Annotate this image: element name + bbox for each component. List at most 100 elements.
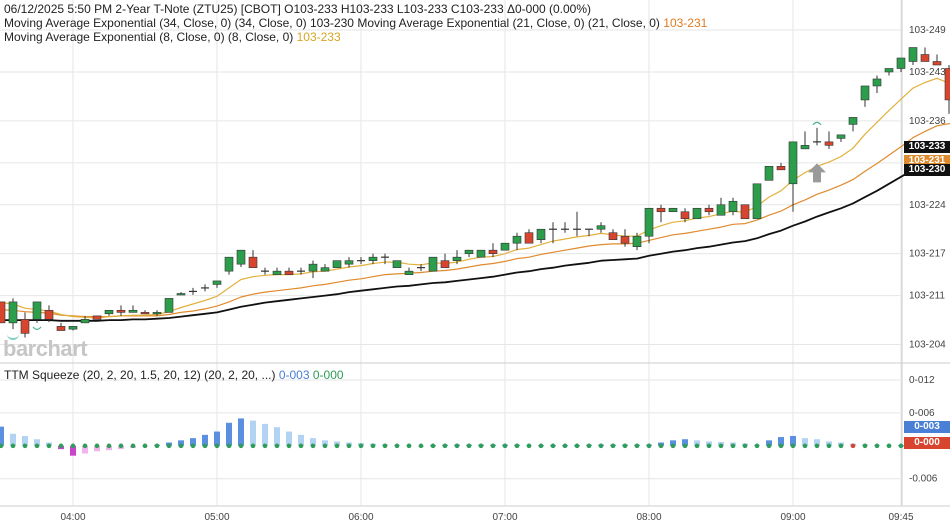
squeeze-dot	[550, 443, 556, 449]
header-ema21-value: 103-231	[663, 16, 708, 30]
squeeze-dot	[898, 443, 904, 449]
last-price-badge: 103-233	[904, 141, 950, 153]
buy-arrow-icon	[808, 163, 826, 183]
squeeze-bar	[814, 439, 820, 446]
time-tick-label: 06:00	[348, 512, 373, 523]
candle-body	[164, 298, 174, 313]
logo-smile-icon	[7, 332, 19, 340]
candle-body	[824, 141, 834, 146]
squeeze-bar	[778, 437, 784, 446]
squeeze-dot	[106, 443, 112, 449]
squeeze-dot	[634, 443, 640, 449]
candle-body	[944, 68, 950, 101]
squeeze-dot	[502, 443, 508, 449]
squeeze-dot	[274, 443, 280, 449]
squeeze-dot	[574, 443, 580, 449]
candle-body	[176, 293, 186, 296]
candle-body	[104, 309, 114, 315]
candle-body	[92, 315, 102, 320]
squeeze-bar	[70, 445, 76, 456]
ema34-badge: 103-230	[904, 164, 950, 176]
squeeze-bar	[262, 423, 268, 446]
squeeze-dot	[742, 443, 748, 449]
candle-body	[788, 141, 798, 185]
candle-body	[236, 249, 246, 265]
header-line-3: Moving Average Exponential (8, Close, 0)…	[4, 30, 341, 44]
candle-body	[404, 270, 414, 275]
candle-body	[656, 207, 666, 213]
candle-body	[152, 312, 162, 315]
squeeze-dot	[0, 443, 4, 449]
candle-body	[500, 242, 510, 251]
squeeze-dot	[838, 443, 844, 449]
squeeze-dot	[646, 443, 652, 449]
ema21-line	[0, 123, 950, 318]
candle-body	[56, 326, 66, 331]
squeeze-dot	[70, 443, 76, 449]
squeeze-bar	[22, 435, 28, 446]
squeeze-dot	[826, 443, 832, 449]
candle-body	[0, 301, 6, 324]
candle-body	[752, 183, 762, 220]
swing-low-icon	[32, 326, 42, 330]
squeeze-bar	[694, 440, 700, 446]
candle-body	[248, 256, 258, 268]
price-tick-label: 103-236	[909, 116, 946, 127]
squeeze-dot	[154, 443, 160, 449]
candle-body	[896, 57, 906, 69]
squeeze-dot	[694, 443, 700, 449]
squeeze-dot	[10, 443, 16, 449]
squeeze-dot	[802, 443, 808, 449]
squeeze-dot	[538, 443, 544, 449]
candle-body	[392, 260, 402, 268]
squeeze-bar	[682, 439, 688, 446]
squeeze-dot	[442, 443, 448, 449]
squeeze-value-2: 0-000	[312, 368, 344, 382]
candle-body	[536, 228, 546, 241]
squeeze-bar	[790, 435, 796, 446]
time-tick-label: 04:00	[60, 512, 85, 523]
candle-body	[644, 207, 654, 237]
squeeze-bar	[226, 422, 232, 446]
squeeze-dot	[226, 443, 232, 449]
candle-body	[368, 256, 378, 261]
candle-body	[776, 166, 786, 171]
squeeze-dot	[814, 443, 820, 449]
candle-body	[212, 280, 222, 285]
price-tick-label: 103-249	[909, 25, 946, 36]
squeeze-dot	[250, 443, 256, 449]
barchart-logo: barchart	[3, 336, 88, 362]
candle-body	[320, 267, 330, 272]
squeeze-dot	[46, 443, 52, 449]
squeeze-dot	[490, 443, 496, 449]
candle-body	[632, 235, 642, 247]
candle-body	[140, 312, 150, 315]
candle-body	[608, 232, 618, 241]
candle-body	[884, 68, 894, 73]
squeeze-bar	[10, 433, 16, 446]
header-ema8-value: 103-233	[296, 30, 341, 44]
squeeze-bar	[214, 431, 220, 446]
squeeze-dot	[874, 443, 880, 449]
candle-body	[764, 166, 774, 181]
squeeze-dot	[310, 443, 316, 449]
time-tick-label: 05:00	[204, 512, 229, 523]
squeeze-dot	[658, 443, 664, 449]
squeeze-dot	[778, 443, 784, 449]
squeeze-value-1: 0-003	[278, 368, 310, 382]
candle-body	[332, 260, 342, 268]
squeeze-dot	[766, 443, 772, 449]
candle-body	[692, 207, 702, 220]
squeeze-dot	[334, 443, 340, 449]
price-tick-label: 103-224	[909, 200, 946, 211]
price-tick-label: 103-211	[909, 291, 945, 302]
squeeze-dot	[682, 443, 688, 449]
candle-body	[452, 256, 462, 261]
squeeze-dot	[610, 443, 616, 449]
candle-body	[464, 249, 474, 254]
squeeze-dot	[178, 443, 184, 449]
logo-text: barchart	[3, 336, 88, 361]
squeeze-dot	[466, 443, 472, 449]
squeeze-tick-label: 0-006	[909, 408, 935, 419]
squeeze-dot	[94, 443, 100, 449]
